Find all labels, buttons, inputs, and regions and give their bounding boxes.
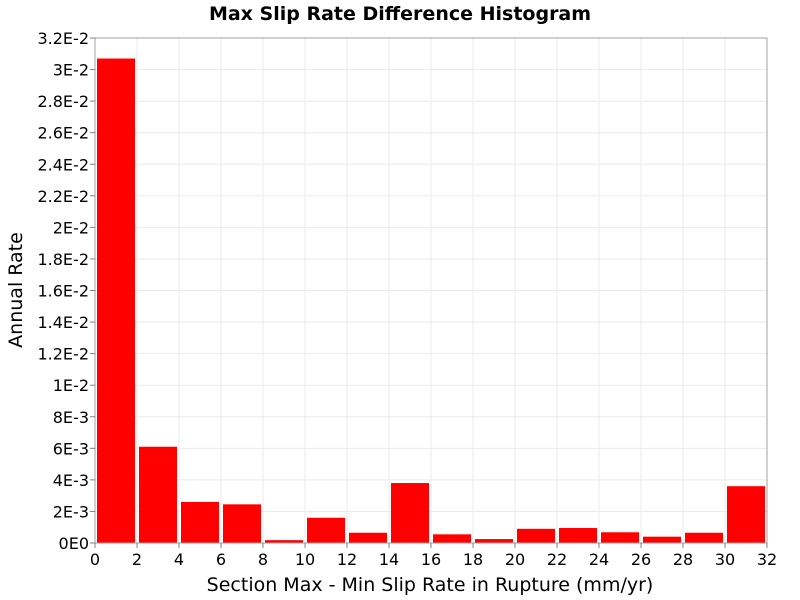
histogram-bar [391,483,429,543]
x-tick-label: 16 [421,550,441,569]
y-tick-label: 3.2E-2 [37,29,89,48]
y-tick-label: 1.2E-2 [37,345,89,364]
bars-layer [97,58,765,543]
x-tick-label: 6 [216,550,226,569]
y-tick-label: 1E-2 [53,376,89,395]
x-tick-label: 28 [673,550,693,569]
x-tick-label: 24 [589,550,609,569]
x-tick-label: 0 [90,550,100,569]
chart-title: Max Slip Rate Difference Histogram [209,3,591,25]
histogram-bar [181,501,219,543]
y-tick-label: 2.4E-2 [37,155,89,174]
x-tick-label: 26 [631,550,651,569]
x-tick-label: 30 [715,550,735,569]
x-tick-label: 10 [295,550,315,569]
histogram-bar [517,528,555,543]
y-tick-label: 1.8E-2 [37,250,89,269]
x-tick-label: 20 [505,550,525,569]
histogram-bar [97,58,135,543]
y-axis-ticks: 0E0 2E-3 4E-3 6E-3 8E-3 1E-2 1.2E-2 1.4E-2 1.6E-… [37,29,95,553]
x-tick-label: 4 [174,550,184,569]
y-tick-label: 0E0 [59,534,89,553]
y-tick-label: 2.8E-2 [37,92,89,111]
x-tick-label: 32 [757,550,777,569]
y-tick-label: 1.6E-2 [37,282,89,301]
y-tick-label: 2.6E-2 [37,124,89,143]
histogram-bar [349,532,387,543]
x-tick-label: 8 [258,550,268,569]
histogram-bar [433,534,471,543]
histogram-bar [475,539,513,543]
y-tick-label: 2E-2 [53,218,89,237]
x-tick-label: 18 [463,550,483,569]
histogram-bar [223,504,261,543]
y-tick-label: 2E-3 [53,502,89,521]
histogram-bar [643,536,681,543]
x-axis-ticks: 0 2 4 6 8 10 12 14 16 18 20 22 24 26 28 30 32 [90,543,777,569]
x-tick-label: 22 [547,550,567,569]
x-axis-label: Section Max - Min Slip Rate in Rupture (… [207,574,654,596]
y-tick-label: 3E-2 [53,61,89,80]
x-tick-label: 12 [337,550,357,569]
histogram-bar [265,540,303,543]
x-tick-label: 14 [379,550,399,569]
histogram-bar [559,528,597,543]
y-tick-label: 6E-3 [53,439,89,458]
y-tick-label: 8E-3 [53,408,89,427]
y-tick-label: 4E-3 [53,471,89,490]
grid-layer [94,37,768,544]
y-tick-label: 1.4E-2 [37,313,89,332]
x-tick-label: 2 [132,550,142,569]
y-tick-label: 2.2E-2 [37,187,89,206]
histogram-bar [139,446,177,543]
histogram-bar [307,517,345,543]
histogram-bar [727,486,765,543]
histogram-bar [601,532,639,543]
y-axis-label: Annual Rate [5,232,27,348]
histogram-bar [685,532,723,543]
